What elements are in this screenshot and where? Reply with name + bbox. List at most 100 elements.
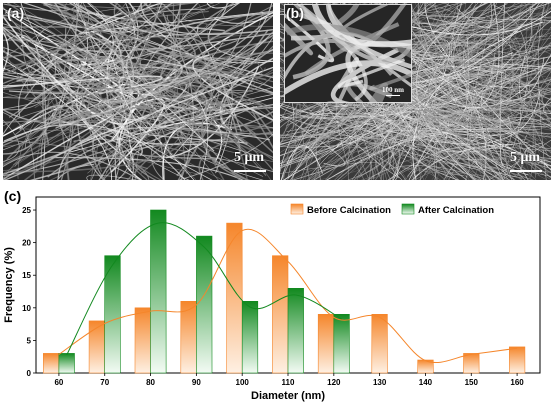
fiber-strand xyxy=(3,98,165,180)
fiber-strand xyxy=(340,3,551,163)
fiber-strand xyxy=(368,82,389,102)
fiber-strand xyxy=(54,3,125,83)
fiber-strand xyxy=(87,3,148,170)
fiber-strand xyxy=(3,66,177,136)
fiber-strand xyxy=(416,124,551,160)
x-tick-label: 120 xyxy=(327,378,341,387)
fiber-strand xyxy=(3,88,253,152)
fiber-strand xyxy=(543,97,551,114)
x-tick-label: 60 xyxy=(54,378,63,387)
x-tick-label: 70 xyxy=(100,378,109,387)
fiber-strand xyxy=(6,139,150,180)
fiber-strand xyxy=(396,3,546,28)
fiber-strand xyxy=(126,99,273,180)
fiber-strand xyxy=(3,3,153,179)
fiber-strand xyxy=(30,32,273,52)
x-tick-label: 110 xyxy=(282,378,295,387)
fiber-strand xyxy=(415,3,488,180)
y-tick-label: 10 xyxy=(22,304,31,313)
fiber-strand xyxy=(116,98,251,136)
bar-before-calcination xyxy=(371,314,388,374)
fiber-strand xyxy=(466,11,551,180)
bar-before-calcination xyxy=(42,353,60,374)
x-tick-label: 150 xyxy=(465,378,479,387)
fiber-strand xyxy=(524,78,551,142)
fiber-strand xyxy=(405,3,507,45)
fiber-strand xyxy=(280,116,551,170)
fit-curve-before xyxy=(58,228,518,364)
fiber-strand xyxy=(73,3,270,39)
fiber-strand xyxy=(280,69,424,164)
fiber-strand xyxy=(528,27,551,175)
fiber-strand xyxy=(3,119,20,162)
bar-after-calcination xyxy=(196,235,213,374)
y-ticks: 0 5 10 15 20 25 xyxy=(22,206,36,378)
fiber-strand xyxy=(77,66,273,146)
fiber-strand xyxy=(305,128,406,180)
fiber-strand xyxy=(3,123,186,180)
fiber-strand xyxy=(321,3,488,146)
fiber-strand xyxy=(520,139,551,166)
fiber-strand xyxy=(48,3,121,8)
fiber-strand xyxy=(86,174,139,180)
x-tick-label: 90 xyxy=(192,378,201,387)
fiber-strand xyxy=(280,134,535,180)
fiber-strand xyxy=(330,23,523,155)
fiber-strand xyxy=(280,61,551,118)
fiber-strand xyxy=(199,71,273,135)
fiber-strand xyxy=(325,132,446,180)
fiber-strand xyxy=(3,58,113,180)
fiber-strand xyxy=(63,39,238,86)
histogram-chart: (c) 60 70 80 90 100 110 120 130 140 150 160 0 5 10 15… xyxy=(3,188,541,402)
fiber-strand xyxy=(417,3,544,16)
fiber-strand xyxy=(312,5,411,48)
sem-image-a xyxy=(3,3,273,180)
fiber-strand xyxy=(115,92,273,135)
scale-label-a: 5 μm xyxy=(234,150,265,165)
fiber-strand xyxy=(411,53,551,108)
fiber-strand xyxy=(56,3,196,58)
fiber-strand xyxy=(362,3,442,106)
fiber-strand xyxy=(443,116,551,180)
fiber-strand xyxy=(156,154,273,173)
fiber-strand xyxy=(37,3,208,119)
fiber-strand xyxy=(177,133,273,180)
fiber-strand xyxy=(381,3,451,15)
fiber-strand xyxy=(3,96,273,179)
fiber-strand xyxy=(454,118,499,180)
fiber-strand xyxy=(280,91,551,139)
legend-after-swatch xyxy=(401,203,415,215)
fiber-strand xyxy=(487,139,551,180)
bar-after-calcination xyxy=(241,301,259,374)
fiber-strand xyxy=(337,58,406,88)
x-tick-label: 80 xyxy=(146,378,155,387)
fit-curve-after xyxy=(66,222,342,356)
x-tick-label: 100 xyxy=(236,378,250,387)
fiber-strand xyxy=(3,73,233,144)
fiber-strand xyxy=(162,122,233,180)
inset-scale-label: 100 nm xyxy=(382,86,404,94)
inset-scale-bar xyxy=(386,95,400,96)
fiber-strand xyxy=(408,68,551,154)
bar-after-calcination xyxy=(150,209,167,374)
bar-before-calcination xyxy=(272,255,289,374)
fiber-strand xyxy=(436,85,506,180)
fiber-strand xyxy=(3,15,273,129)
fiber-strand xyxy=(57,126,271,180)
scale-label-b: 5 μm xyxy=(510,150,541,165)
fiber-strand xyxy=(123,123,273,162)
scale-bar-b xyxy=(510,170,542,172)
bars-group xyxy=(42,209,526,374)
fiber-strand xyxy=(3,20,89,81)
bar-before-calcination xyxy=(180,301,197,374)
fiber-strand xyxy=(47,106,273,178)
scale-bar-a xyxy=(234,170,266,172)
fiber-strand xyxy=(392,78,473,173)
fiber-strand xyxy=(410,110,551,138)
fiber-strand xyxy=(192,54,273,121)
fiber-strand xyxy=(3,3,111,148)
fiber-strand xyxy=(425,3,521,24)
fiber-inset xyxy=(285,5,411,102)
fiber-strand xyxy=(540,89,551,125)
fiber-strand xyxy=(3,47,256,83)
